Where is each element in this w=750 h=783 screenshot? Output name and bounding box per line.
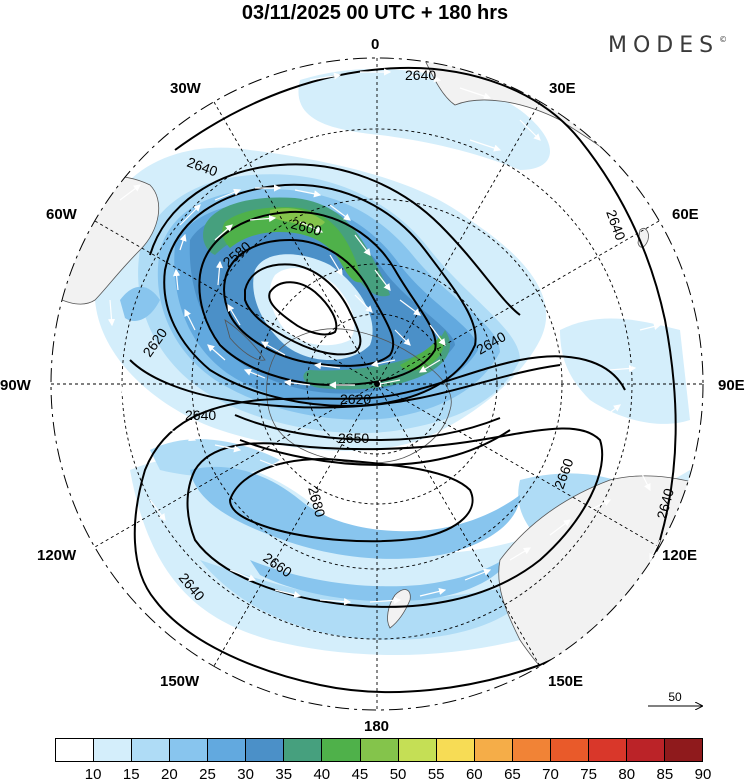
contour-label: 2650 xyxy=(338,430,369,446)
contour-label: 2640 xyxy=(185,407,216,423)
lon-label: 180 xyxy=(364,718,389,735)
lon-label: 30W xyxy=(170,80,202,97)
lon-label: 30E xyxy=(549,80,576,97)
colorbar-swatch xyxy=(360,739,399,761)
colorbar-swatch xyxy=(132,739,171,761)
reference-vector: 50 xyxy=(646,690,704,704)
lon-label: 60E xyxy=(672,206,699,223)
contour-label: 2620 xyxy=(340,391,371,407)
colorbar-tick-label: 65 xyxy=(504,766,521,783)
colorbar-swatch xyxy=(398,739,437,761)
colorbar-swatch xyxy=(588,739,627,761)
map-boundary xyxy=(50,57,704,711)
lon-label: 90E xyxy=(718,377,745,394)
colorbar-tick-label: 10 xyxy=(84,766,102,783)
colorbar-tick-label: 25 xyxy=(199,766,216,783)
colorbar-swatch xyxy=(322,739,361,761)
colorbar-tick-label: 20 xyxy=(161,766,178,783)
colorbar-tick-label: 60 xyxy=(465,766,483,783)
lon-label: 60W xyxy=(46,206,78,223)
lon-label: 90W xyxy=(0,377,32,394)
colorbar-ticks: 10 15 20 25 30 35 40 45 50 55 60 65 70 75 80 85 90 xyxy=(55,766,712,783)
colorbar-swatch xyxy=(208,739,247,761)
modes-logo: MODES© xyxy=(608,33,727,58)
colorbar-swatch xyxy=(436,739,475,761)
copyright-mark: © xyxy=(719,35,728,44)
brand-text: MODES xyxy=(608,33,720,58)
contour-label: 2600 xyxy=(289,215,323,239)
colorbar-tick-label: 70 xyxy=(542,766,559,783)
map-disc xyxy=(51,58,703,710)
colorbar-tick-label: 75 xyxy=(580,766,597,783)
colorbar-swatch xyxy=(56,739,95,761)
pole-marker xyxy=(374,381,380,387)
colorbar-swatch xyxy=(94,739,133,761)
lon-label: 120W xyxy=(37,547,77,564)
colorbar-tick-label: 40 xyxy=(313,766,331,783)
contour-label: 2680 xyxy=(305,485,329,519)
antarctic-peninsula xyxy=(224,319,266,361)
colorbar-swatch xyxy=(284,739,323,761)
lon-label: 150W xyxy=(160,673,200,690)
new-zealand xyxy=(387,589,411,629)
colorbar-tick-label: 85 xyxy=(656,766,674,783)
colorbar-swatch xyxy=(474,739,513,761)
longitude-labels: 0 30E 60E 90E 120E 150E 180 150W 120W 90… xyxy=(0,36,745,735)
colorbar-swatch xyxy=(665,739,703,761)
colorbar-tick-label: 80 xyxy=(618,766,636,783)
colorbar-swatch xyxy=(550,739,589,761)
colorbar-tick-label: 15 xyxy=(122,766,140,783)
colorbar-swatch xyxy=(170,739,209,761)
colorbar-tick-label: 55 xyxy=(427,766,445,783)
lon-label: 0 xyxy=(371,36,379,53)
lon-label: 120E xyxy=(662,547,697,564)
lon-label: 150E xyxy=(548,673,583,690)
colorbar-tick-label: 30 xyxy=(237,766,254,783)
wind-vectors xyxy=(107,68,662,668)
colorbar-tick-label: 45 xyxy=(351,766,369,783)
colorbar-tick-label: 90 xyxy=(694,766,712,783)
colorbar xyxy=(55,738,703,762)
contour-label: 2640 xyxy=(405,67,436,83)
colorbar-swatch xyxy=(626,739,665,761)
colorbar-tick-label: 35 xyxy=(275,766,293,783)
map-title: 03/11/2025 00 UTC + 180 hrs xyxy=(241,2,509,24)
colorbar-swatch xyxy=(246,739,285,761)
contour-label: 2640 xyxy=(653,486,677,520)
reference-vector-value: 50 xyxy=(668,690,682,704)
colorbar-tick-label: 50 xyxy=(389,766,407,783)
colorbar-swatch xyxy=(512,739,551,761)
